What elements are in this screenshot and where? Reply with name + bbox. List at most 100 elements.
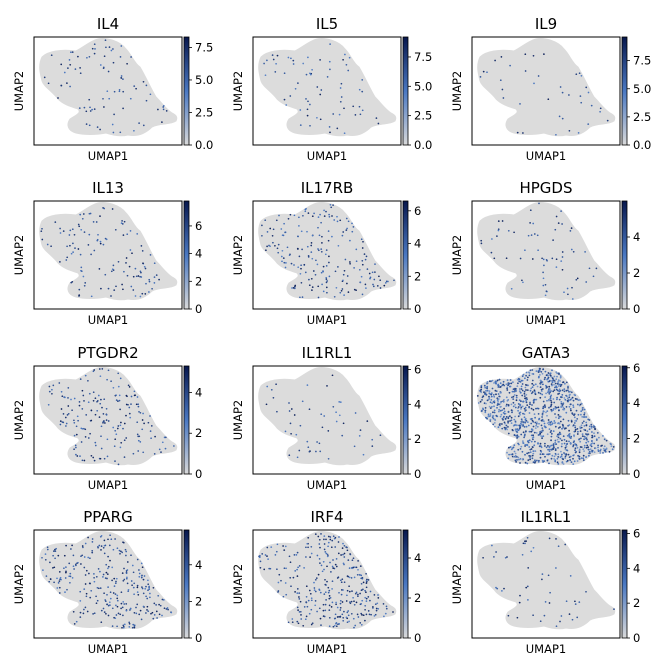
cell-point	[154, 435, 156, 438]
cell-point	[85, 569, 88, 572]
cell-point	[306, 114, 309, 117]
cell-point	[111, 607, 114, 610]
cell-point	[339, 599, 342, 602]
cell-point	[318, 234, 321, 237]
cell-point	[65, 544, 67, 547]
cell-point	[328, 604, 331, 607]
cell-point	[121, 223, 124, 225]
cell-point	[529, 209, 532, 212]
cell-point	[327, 239, 330, 242]
cell-point	[517, 448, 520, 451]
cell-point	[533, 233, 536, 235]
cell-point	[586, 444, 589, 447]
cell-point	[140, 271, 142, 274]
cell-point	[351, 230, 354, 233]
cell-point	[342, 553, 344, 556]
cell-point	[100, 447, 103, 450]
cell-point	[496, 406, 498, 409]
cell-point	[555, 416, 557, 419]
cell-point	[557, 545, 560, 548]
cell-point	[64, 416, 67, 419]
cell-point	[539, 386, 542, 388]
cell-point	[580, 74, 583, 77]
cell-point	[311, 289, 313, 291]
cell-point	[93, 576, 95, 579]
cell-point	[331, 374, 334, 377]
cell-point	[490, 392, 493, 394]
cell-point	[493, 409, 496, 412]
cell-point	[153, 262, 156, 265]
colorbar-tick-label: 7.5	[195, 40, 213, 54]
cell-point	[78, 404, 81, 407]
axes-frame	[33, 365, 183, 475]
cell-point	[51, 388, 53, 391]
cell-point	[302, 214, 304, 217]
cell-point	[567, 385, 569, 388]
cell-point	[568, 435, 571, 437]
cell-point	[335, 603, 337, 606]
cell-point	[294, 87, 297, 90]
cell-point	[361, 109, 364, 112]
cell-point	[83, 106, 86, 109]
cell-point	[123, 439, 126, 442]
expression-points	[263, 43, 380, 135]
cell-point	[41, 227, 43, 230]
cell-point	[549, 397, 552, 400]
cell-point	[379, 434, 382, 437]
cell-point	[293, 554, 296, 556]
colorbar-tick-label: 7.5	[414, 50, 432, 64]
cell-point	[119, 446, 122, 449]
cell-point	[139, 411, 142, 414]
cell-point	[535, 422, 538, 425]
cell-point	[140, 245, 143, 247]
cell-point	[544, 601, 547, 603]
cell-point	[544, 455, 546, 458]
colorbar-tick-label: 6	[633, 526, 640, 540]
colorbar-tick-label: 2	[633, 266, 640, 280]
cell-point	[537, 434, 540, 436]
cell-point	[110, 538, 113, 541]
cell-point	[377, 122, 380, 125]
cell-point	[161, 121, 163, 123]
cell-point	[563, 390, 566, 393]
cell-point	[562, 426, 565, 429]
cell-point	[96, 409, 99, 412]
cell-point	[534, 416, 536, 419]
cell-point	[340, 82, 343, 85]
cell-point	[585, 437, 588, 440]
cell-point	[157, 594, 160, 597]
cell-point	[295, 433, 298, 436]
cell-point	[575, 444, 578, 446]
cell-point	[560, 450, 562, 453]
cell-point	[573, 430, 576, 433]
panel-title: IL1RL1	[302, 344, 353, 362]
cell-point	[73, 233, 76, 236]
cell-point	[371, 438, 374, 441]
cell-point	[574, 426, 577, 429]
cell-point	[100, 545, 103, 547]
cell-point	[565, 411, 568, 414]
x-axis-label: UMAP1	[88, 149, 128, 163]
cell-point	[565, 453, 568, 456]
cell-point	[342, 273, 345, 276]
cell-point	[47, 82, 50, 85]
cell-point	[136, 433, 139, 436]
cell-point	[282, 595, 285, 598]
cell-point	[539, 374, 541, 376]
axes-frame	[471, 365, 621, 475]
cell-point	[138, 613, 141, 616]
cell-point	[327, 457, 330, 460]
cell-point	[109, 534, 111, 537]
cell-point	[320, 221, 322, 224]
panel-title: IL5	[316, 15, 338, 33]
cell-point	[538, 418, 540, 421]
cell-point	[334, 546, 337, 548]
cell-point	[89, 106, 91, 109]
cell-point	[516, 431, 519, 434]
cell-point	[107, 287, 110, 290]
colorbar-tick-label: 2.5	[195, 105, 213, 119]
cell-point	[367, 596, 370, 598]
cell-point	[89, 432, 91, 435]
cell-point	[100, 621, 103, 624]
